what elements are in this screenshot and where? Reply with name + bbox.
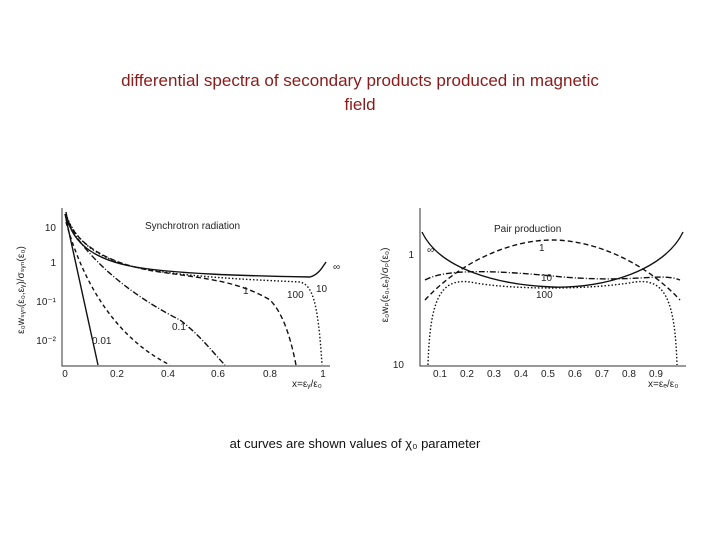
y-tick: 10 — [393, 360, 405, 371]
curve — [427, 280, 678, 366]
x-label: x=εₑ/ε₀ — [648, 379, 678, 390]
curve-label: 10 — [541, 273, 553, 284]
axes — [61, 208, 330, 367]
figure-title: Pair production — [494, 224, 561, 235]
curve-label: 100 — [536, 290, 553, 301]
x-tick: 0.7 — [595, 369, 609, 380]
curve — [65, 219, 226, 366]
figure-title: Synchrotron radiation — [145, 221, 240, 232]
curve — [65, 214, 297, 366]
y-tick: 10⁻¹ — [36, 297, 56, 308]
curve-label: 1 — [243, 286, 249, 297]
slide-title-line2: field — [344, 95, 375, 114]
curve — [421, 231, 684, 288]
curve — [424, 239, 681, 301]
y-tick: 10 — [45, 223, 57, 234]
x-tick: 0.8 — [622, 369, 636, 380]
curve-label: 100 — [287, 290, 304, 301]
x-tick: 0.5 — [541, 369, 555, 380]
x-tick: 0.8 — [263, 369, 277, 380]
curve — [65, 213, 323, 366]
x-tick: 0.4 — [161, 369, 175, 380]
x-tick: 0 — [62, 369, 68, 380]
y-tick: 1 — [50, 258, 56, 269]
curve-label: ∞ — [427, 245, 434, 256]
y-label: ε₀wₚ(ε₀,εₑ)/σₚ(ε₀) — [380, 248, 391, 323]
curve-label: 0.01 — [92, 336, 112, 347]
curve-label: 1 — [539, 243, 545, 254]
x-label: x=εᵧ/ε₀ — [292, 379, 322, 390]
x-tick: 0.1 — [433, 369, 447, 380]
figure-synchrotron: Synchrotron radiation ε₀wₛᵧₙ(ε₀,εᵧ)/σₛᵧₙ… — [16, 208, 340, 390]
x-tick: 0.2 — [460, 369, 474, 380]
x-tick: 0.6 — [211, 369, 225, 380]
figure-pair-production: Pair production ε₀wₚ(ε₀,εₑ)/σₚ(ε₀) x=εₑ/… — [380, 208, 686, 390]
curve-label: 10 — [316, 284, 328, 295]
x-tick: 0.4 — [514, 369, 528, 380]
x-tick: 0.9 — [649, 369, 663, 380]
y-label: ε₀wₛᵧₙ(ε₀,εᵧ)/σₛᵧₙ(ε₀) — [16, 246, 27, 334]
curve-label: 0.1 — [172, 322, 186, 333]
x-tick: 0.3 — [487, 369, 501, 380]
x-tick: 0.2 — [110, 369, 124, 380]
curve — [65, 211, 327, 278]
axes — [419, 208, 686, 367]
x-tick: 0.6 — [568, 369, 582, 380]
caption: at curves are shown values of χ₀ paramet… — [230, 436, 481, 451]
slide-title: differential spectra of secondary produc… — [121, 71, 599, 90]
x-tick: 1 — [320, 369, 326, 380]
curve — [424, 270, 681, 281]
curve — [65, 221, 171, 366]
y-tick: 1 — [408, 250, 414, 261]
curve — [64, 213, 99, 366]
y-tick: 10⁻² — [36, 336, 56, 347]
curve-label: ∞ — [333, 262, 340, 273]
